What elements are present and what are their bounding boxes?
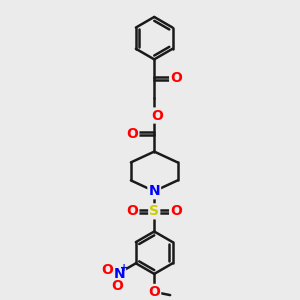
Text: O: O: [127, 127, 138, 141]
Text: O: O: [170, 71, 182, 85]
Text: S: S: [149, 204, 159, 218]
Text: O: O: [102, 263, 113, 277]
Text: N: N: [113, 267, 125, 280]
Text: N: N: [148, 184, 160, 198]
Text: O: O: [170, 204, 182, 218]
Text: +: +: [120, 263, 128, 274]
Text: O: O: [148, 285, 160, 299]
Text: O: O: [151, 109, 163, 122]
Text: O: O: [127, 204, 138, 218]
Text: O: O: [111, 279, 123, 293]
